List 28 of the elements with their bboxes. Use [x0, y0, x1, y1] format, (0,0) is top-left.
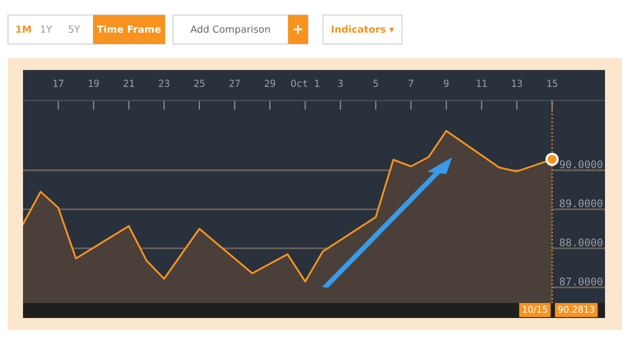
text: 1Y	[41, 26, 52, 33]
text: 90.2813	[558, 306, 594, 313]
x-tick-label: 25	[194, 80, 204, 88]
text: Add Comparison	[190, 25, 270, 35]
y-tick-label: 90.0000	[560, 160, 602, 168]
text: Indicators ▾	[332, 25, 394, 33]
x-tick-label: 21	[124, 80, 134, 87]
x-tick-label: 11	[476, 80, 487, 87]
x-tick-label: 17	[54, 80, 64, 87]
x-tick-label: 29	[264, 80, 276, 88]
text: 1M	[16, 26, 31, 33]
x-tick-label: 9	[444, 80, 449, 88]
x-tick-label: 7	[408, 80, 414, 87]
text: +	[294, 25, 302, 34]
y-tick-label: 89.0000	[560, 199, 602, 208]
x-tick-label: 13	[512, 80, 522, 88]
x-tick-label: 15	[547, 80, 558, 88]
x-tick-label: Oct 1	[291, 80, 320, 88]
x-tick-label: 27	[230, 80, 240, 87]
y-tick-label: 87.0000	[560, 277, 602, 286]
x-tick-label: 3	[338, 80, 343, 88]
y-tick-label: 88.0000	[560, 238, 602, 246]
text: 5Y	[68, 26, 80, 33]
x-tick-label: 23	[158, 80, 170, 88]
text: Time Frame	[96, 25, 161, 33]
x-tick-label: 19	[88, 80, 99, 88]
ref-line-label: 10/15	[522, 306, 548, 314]
x-tick-label: 5	[373, 80, 378, 88]
